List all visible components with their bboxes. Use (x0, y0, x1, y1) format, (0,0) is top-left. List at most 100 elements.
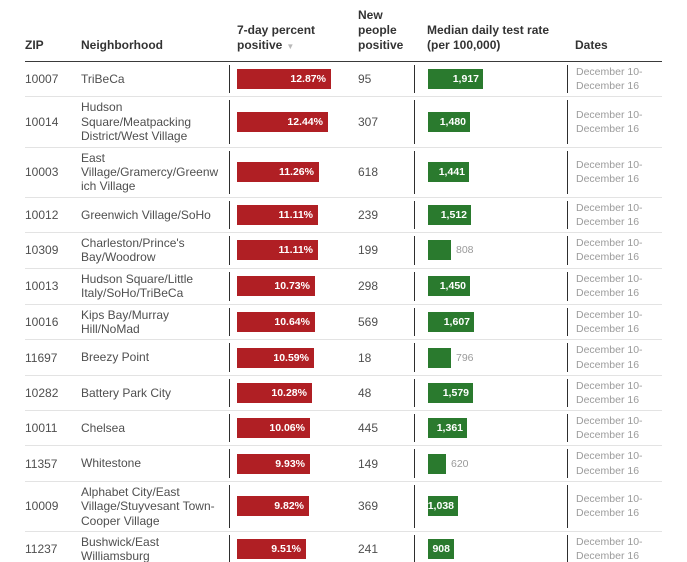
test-rate-value: 1,512 (440, 208, 467, 221)
percent-positive-bar: 10.06% (237, 418, 310, 439)
date-range-line1: December 10- (576, 344, 643, 357)
percent-positive-cell: 11.26% (229, 150, 345, 194)
date-range-line1: December 10- (576, 536, 643, 549)
table-body: 10007 TriBeCa 12.87% 95 1,917 December 1… (25, 62, 662, 562)
percent-positive-cell: 10.64% (229, 307, 345, 337)
test-rate-value: 1,917 (452, 73, 479, 86)
table-row: 10007 TriBeCa 12.87% 95 1,917 December 1… (25, 62, 662, 98)
neighborhood-cell: Bushwick/East Williamsburg (81, 534, 160, 562)
date-range-line2: December 16 (576, 173, 640, 186)
date-range-line2: December 16 (576, 429, 640, 442)
table-row: 10003 East Village/Gramercy/Greenwich Vi… (25, 148, 662, 198)
test-rate-bar: 1,917 (428, 69, 483, 90)
percent-positive-value: 12.44% (287, 115, 323, 128)
table-row: 11357 Whitestone 9.93% 149 620 December … (25, 446, 662, 482)
percent-positive-cell: 9.93% (229, 449, 345, 478)
percent-positive-cell: 11.11% (229, 200, 345, 230)
zip-cell: 10014 (25, 114, 59, 129)
date-range-line2: December 16 (576, 80, 640, 93)
new-positive-cell: 298 (358, 279, 379, 294)
percent-positive-cell: 12.44% (229, 100, 345, 144)
percent-positive-bar: 11.26% (237, 162, 319, 183)
table-row: 10282 Battery Park City 10.28% 48 1,579 … (25, 376, 662, 412)
dates-cell: December 10- December 16 (567, 236, 662, 265)
test-rate-bar: 1,441 (428, 162, 469, 183)
percent-positive-bar: 10.28% (237, 382, 312, 403)
zip-cell: 10309 (25, 243, 59, 258)
percent-positive-cell: 9.82% (229, 484, 345, 528)
test-rate-cell: 1,450 (414, 271, 567, 301)
zip-cell: 10003 (25, 165, 59, 180)
dates-cell: December 10- December 16 (567, 414, 662, 443)
test-rate-bar: 1,480 (428, 111, 470, 132)
percent-positive-cell: 11.11% (229, 236, 345, 265)
neighborhood-cell: Breezy Point (81, 350, 150, 365)
percent-positive-bar: 10.73% (237, 276, 315, 297)
column-header-new-positive: New people positive (358, 8, 404, 52)
zip-cell: 11357 (25, 456, 58, 471)
test-rate-cell: 1,480 (414, 100, 567, 144)
zip-cell: 10282 (25, 385, 59, 400)
test-rate-value: 1,579 (442, 386, 469, 399)
test-rate-cell: 1,579 (414, 378, 567, 408)
new-positive-cell: 199 (358, 243, 379, 258)
test-rate-cell: 1,512 (414, 200, 567, 230)
data-table: ZIP Neighborhood 7-day percent positive ▼… (25, 0, 662, 562)
percent-positive-cell: 10.73% (229, 271, 345, 301)
test-rate-value: 1,607 (443, 315, 470, 328)
dates-cell: December 10- December 16 (567, 484, 662, 528)
test-rate-cell: 796 (414, 343, 567, 372)
zip-cell: 11697 (25, 350, 58, 365)
date-range-line1: December 10- (576, 108, 643, 121)
dates-cell: December 10- December 16 (567, 150, 662, 194)
column-header-neighborhood: Neighborhood (81, 38, 163, 52)
date-range-line2: December 16 (576, 287, 640, 300)
column-header-percent-positive-label: 7-day percent positive (237, 23, 316, 52)
date-range-line2: December 16 (576, 550, 640, 562)
dates-cell: December 10- December 16 (567, 534, 662, 562)
percent-positive-bar: 9.51% (237, 539, 306, 560)
percent-positive-cell: 10.59% (229, 343, 345, 372)
percent-positive-value: 12.87% (290, 73, 326, 86)
date-range-line1: December 10- (576, 308, 643, 321)
dates-cell: December 10- December 16 (567, 271, 662, 301)
percent-positive-value: 10.73% (274, 280, 310, 293)
date-range-line1: December 10- (576, 450, 643, 463)
percent-positive-value: 10.59% (273, 351, 309, 364)
sort-descending-icon: ▼ (286, 42, 295, 51)
test-rate-cell: 1,038 (414, 484, 567, 528)
date-range-line1: December 10- (576, 493, 643, 506)
test-rate-cell: 1,607 (414, 307, 567, 337)
test-rate-cell: 908 (414, 534, 567, 562)
test-rate-cell: 1,361 (414, 414, 567, 443)
new-positive-cell: 18 (358, 350, 372, 365)
percent-positive-bar: 10.59% (237, 347, 314, 368)
new-positive-cell: 239 (358, 207, 379, 222)
zip-cell: 10007 (25, 72, 59, 87)
percent-positive-cell: 10.28% (229, 378, 345, 408)
new-positive-cell: 95 (358, 72, 372, 87)
percent-positive-cell: 12.87% (229, 65, 345, 94)
zip-cell: 10016 (25, 314, 59, 329)
test-rate-bar: 1,361 (428, 418, 467, 439)
new-positive-cell: 369 (358, 499, 379, 514)
percent-positive-value: 11.11% (278, 244, 313, 257)
column-header-percent-positive[interactable]: 7-day percent positive ▼ (229, 23, 345, 53)
table-row: 10309 Charleston/Prince's Bay/Woodrow 11… (25, 233, 662, 269)
zip-cell: 10011 (25, 421, 58, 436)
percent-positive-bar: 11.11% (237, 204, 318, 225)
table-row: 10016 Kips Bay/Murray Hill/NoMad 10.64% … (25, 305, 662, 341)
neighborhood-cell: Kips Bay/Murray Hill/NoMad (81, 307, 170, 336)
test-rate-bar: 1,607 (428, 311, 474, 332)
test-rate-value: 1,450 (439, 280, 466, 293)
percent-positive-cell: 9.51% (229, 534, 345, 562)
dates-cell: December 10- December 16 (567, 378, 662, 408)
date-range-line1: December 10- (576, 415, 643, 428)
dates-cell: December 10- December 16 (567, 100, 662, 144)
dates-cell: December 10- December 16 (567, 343, 662, 372)
percent-positive-bar: 12.87% (237, 69, 331, 90)
dates-cell: December 10- December 16 (567, 307, 662, 337)
table-row: 10012 Greenwich Village/SoHo 11.11% 239 … (25, 198, 662, 234)
date-range-line2: December 16 (576, 507, 640, 520)
percent-positive-bar: 9.93% (237, 453, 310, 474)
